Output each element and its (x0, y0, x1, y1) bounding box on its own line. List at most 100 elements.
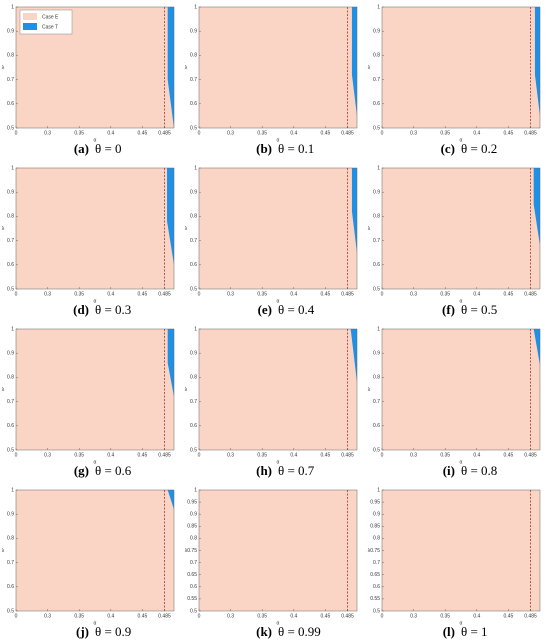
x-tick-label: 0 (381, 130, 384, 136)
x-tick-label: 0.45 (321, 613, 331, 619)
y-tick-label: 0.9 (190, 512, 197, 518)
plot-frame (198, 328, 358, 451)
case-t-region (167, 490, 174, 510)
y-tick-label: 0.8 (373, 214, 380, 220)
x-tick-label: 0.35 (257, 613, 267, 619)
case-t-region (350, 329, 357, 383)
y-tick-label: 1 (194, 4, 197, 10)
y-tick-label: 0.75 (370, 548, 380, 554)
x-tick-label: 0 (381, 291, 384, 297)
y-tick-label: 0.7 (373, 238, 380, 244)
x-tick-label: 0.4 (107, 291, 114, 297)
x-tick-label: 0.35 (74, 291, 84, 297)
x-tick-label: 0.3 (410, 613, 417, 619)
x-tick-label: 0.35 (257, 452, 267, 458)
y-tick-label: 0.5 (373, 125, 380, 131)
case-t-region (167, 168, 174, 265)
x-tick-label: 0.45 (504, 613, 514, 619)
x-tick-label: 0.3 (410, 291, 417, 297)
x-tick-label: 0.485 (524, 291, 537, 297)
x-axis-label: α (460, 620, 463, 626)
x-axis-label: α (94, 298, 97, 304)
case-e-region (16, 490, 174, 611)
y-tick-label: 0.6 (7, 262, 14, 268)
x-tick-label: 0.4 (290, 452, 297, 458)
plot-frame (15, 167, 175, 290)
case-e-region (382, 490, 540, 611)
y-tick-label: 0.8 (190, 53, 197, 59)
y-tick-label: 0.9 (190, 190, 197, 196)
x-tick-label: 0.485 (158, 130, 171, 136)
y-axis-label: λ (368, 65, 371, 71)
x-tick-label: 0.485 (158, 291, 171, 297)
y-tick-label: 0.7 (373, 77, 380, 83)
panel-label: (j) (76, 624, 89, 639)
x-tick-label: 0.35 (440, 291, 450, 297)
x-tick-label: 0 (198, 452, 201, 458)
x-tick-label: 0 (198, 613, 201, 619)
y-axis-label: λ (2, 548, 5, 554)
x-tick-label: 0 (15, 130, 18, 136)
x-axis-label: α (277, 459, 280, 465)
y-tick-label: 0.65 (370, 572, 380, 578)
x-axis-label: α (94, 620, 97, 626)
case-e-region (382, 7, 540, 128)
case-t-region (533, 168, 540, 246)
x-tick-label: 0 (381, 613, 384, 619)
case-e-region (382, 329, 540, 450)
panel-label: (l) (443, 624, 455, 639)
x-tick-label: 0.485 (524, 613, 537, 619)
x-tick-label: 0.3 (227, 291, 234, 297)
x-tick-label: 0.45 (504, 291, 514, 297)
plot-frame (15, 328, 175, 451)
case-t-region (167, 329, 174, 397)
y-tick-label: 0.8 (190, 375, 197, 381)
legend-swatch (23, 23, 37, 30)
y-tick-label: 0.9 (373, 190, 380, 196)
x-tick-label: 0.4 (473, 613, 480, 619)
y-axis-label: λ (185, 226, 188, 232)
y-tick-label: 1 (194, 487, 197, 493)
y-tick-label: 0.5 (373, 608, 380, 614)
x-tick-label: 0.35 (74, 452, 84, 458)
x-tick-label: 0.45 (504, 452, 514, 458)
y-tick-label: 0.85 (187, 524, 197, 530)
x-tick-label: 0.35 (74, 613, 84, 619)
y-tick-label: 0.5 (373, 447, 380, 453)
plot-frame (15, 489, 175, 612)
x-tick-label: 0.3 (227, 613, 234, 619)
y-tick-label: 0.7 (373, 399, 380, 405)
y-tick-label: 0.65 (187, 572, 197, 578)
case-e-region (382, 168, 540, 289)
panel-caption: θ = 0.9 (95, 624, 131, 639)
x-tick-label: 0.4 (473, 452, 480, 458)
x-tick-label: 0.45 (138, 613, 148, 619)
x-tick-label: 0.3 (44, 613, 51, 619)
plot-frame (381, 328, 541, 451)
panel-label: (g) (74, 463, 89, 478)
x-tick-label: 0.4 (473, 130, 480, 136)
panel-label: (i) (443, 463, 455, 478)
y-tick-label: 1 (11, 165, 14, 171)
x-tick-label: 0.35 (440, 130, 450, 136)
y-tick-label: 0.8 (373, 536, 380, 542)
y-tick-label: 0.9 (190, 351, 197, 357)
x-axis-label: α (277, 620, 280, 626)
x-tick-label: 0.485 (341, 130, 354, 136)
y-tick-label: 0.7 (7, 399, 14, 405)
y-tick-label: 1 (194, 165, 197, 171)
y-tick-label: 0.6 (190, 262, 197, 268)
y-tick-label: 0.5 (190, 125, 197, 131)
panel-caption: θ = 0.8 (461, 463, 497, 478)
x-tick-label: 0.4 (107, 613, 114, 619)
y-tick-label: 0.55 (370, 596, 380, 602)
x-tick-label: 0.3 (227, 130, 234, 136)
y-tick-label: 1 (377, 165, 380, 171)
case-e-region (199, 490, 357, 611)
x-tick-label: 0.45 (138, 130, 148, 136)
x-tick-label: 0.485 (341, 291, 354, 297)
y-tick-label: 0.9 (7, 29, 14, 35)
y-tick-label: 0.8 (7, 53, 14, 59)
y-tick-label: 0.6 (7, 101, 14, 107)
y-tick-label: 1 (11, 4, 14, 10)
